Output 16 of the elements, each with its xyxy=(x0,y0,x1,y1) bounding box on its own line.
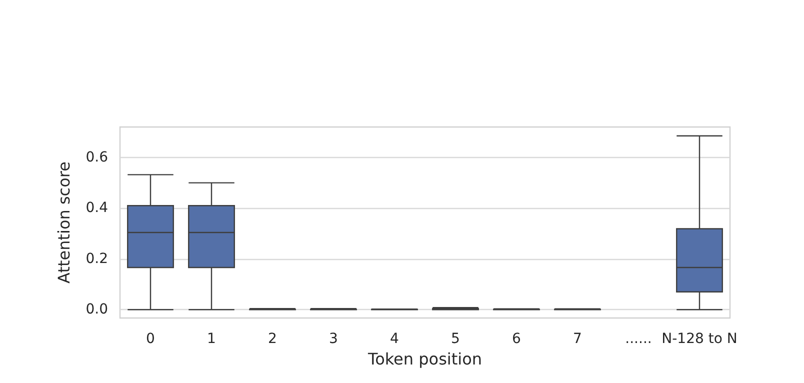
y-tick-label: 0.2 xyxy=(86,250,108,267)
y-tick-label: 0.0 xyxy=(86,302,108,318)
x-tick-label: 4 xyxy=(390,331,400,347)
x-tick-label: 3 xyxy=(329,331,338,347)
y-tick-label: 0.6 xyxy=(86,149,108,166)
x-tick-label: 0 xyxy=(146,331,155,347)
x-tick-label: 6 xyxy=(512,331,522,347)
x-tick-label: 2 xyxy=(268,331,277,347)
x-axis-title: Token position xyxy=(367,349,482,368)
y-axis-title: Attention score xyxy=(54,162,74,284)
y-tick-label: 0.4 xyxy=(86,200,108,216)
x-tick-label: N-128 to N xyxy=(662,331,738,347)
x-tick-label: 7 xyxy=(573,331,582,347)
x-tick-label: 5 xyxy=(451,331,460,347)
x-tick-label: 1 xyxy=(207,331,216,347)
x-tick-label: ...... xyxy=(625,331,652,347)
